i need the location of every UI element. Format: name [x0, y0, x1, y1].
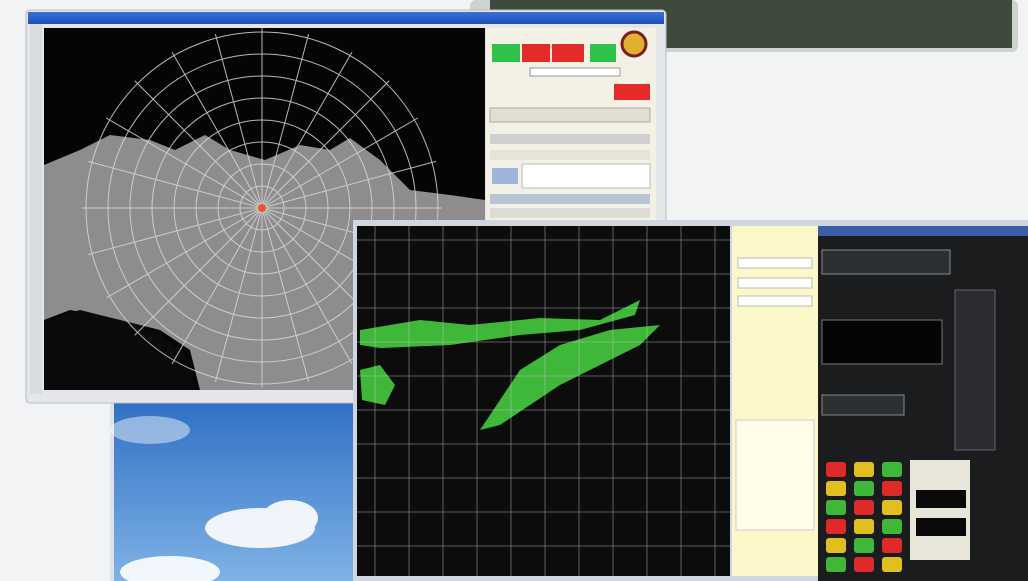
bearing-line — [171, 51, 263, 209]
console-button[interactable] — [854, 519, 874, 534]
input[interactable] — [737, 277, 813, 289]
bearing-line — [261, 207, 353, 365]
bearing-line — [261, 51, 353, 209]
precipitation-area — [360, 365, 395, 405]
status-row — [490, 208, 650, 218]
input[interactable] — [529, 67, 621, 77]
console-button[interactable] — [882, 500, 902, 515]
section-header — [490, 150, 650, 160]
input[interactable] — [737, 257, 813, 269]
bearing-line — [214, 207, 263, 382]
bearing-line — [261, 160, 436, 209]
bearing-line — [134, 207, 263, 336]
separator-bar — [490, 134, 650, 144]
console-button[interactable] — [882, 519, 902, 534]
console-button[interactable] — [882, 538, 902, 553]
text-block — [735, 419, 815, 531]
console-button[interactable] — [826, 519, 846, 534]
separator-bar — [490, 194, 650, 204]
land-mass — [44, 310, 195, 390]
radar-center — [258, 204, 266, 212]
console-button[interactable] — [826, 481, 846, 496]
console-button[interactable] — [826, 538, 846, 553]
bearing-line — [88, 160, 263, 209]
precipitation-area — [480, 325, 660, 430]
icon — [492, 168, 518, 184]
console-button[interactable] — [854, 481, 874, 496]
display — [916, 518, 966, 536]
console-button[interactable] — [882, 481, 902, 496]
field-group — [489, 107, 651, 123]
toolbar — [821, 394, 905, 416]
button[interactable] — [492, 44, 520, 62]
range-rings — [82, 28, 442, 388]
console-button[interactable] — [882, 462, 902, 477]
bearing-line — [261, 80, 390, 209]
precipitation-area — [360, 300, 640, 348]
input[interactable] — [737, 295, 813, 307]
button[interactable] — [522, 44, 550, 62]
bearing-line — [261, 207, 310, 382]
data-grid — [521, 163, 651, 189]
console-button[interactable] — [854, 557, 874, 572]
button[interactable] — [614, 84, 650, 100]
bearing-line — [261, 117, 419, 209]
bearing-line — [105, 117, 263, 209]
side-toolbar — [30, 24, 42, 394]
console-button[interactable] — [854, 462, 874, 477]
title-bar — [28, 12, 664, 24]
display — [916, 490, 966, 508]
bearing-line — [171, 207, 263, 365]
console-button[interactable] — [826, 557, 846, 572]
console-button[interactable] — [826, 500, 846, 515]
console-button[interactable] — [882, 557, 902, 572]
title-bar — [818, 226, 1028, 236]
bearing-line — [134, 80, 263, 209]
toolbar — [821, 249, 951, 275]
bearing-line — [214, 34, 263, 209]
map-grid — [357, 226, 730, 576]
console-button[interactable] — [854, 538, 874, 553]
console-button[interactable] — [826, 462, 846, 477]
button[interactable] — [552, 44, 584, 62]
console-button[interactable] — [854, 500, 874, 515]
button-grid — [826, 462, 902, 572]
weather-map — [357, 226, 730, 576]
button[interactable] — [590, 44, 616, 62]
display — [821, 319, 943, 365]
bearing-line — [261, 34, 310, 209]
bearing-line — [105, 207, 263, 299]
status-panel — [910, 460, 970, 560]
bearing-line — [88, 207, 263, 256]
logo — [620, 30, 648, 58]
side-panel — [954, 289, 996, 451]
